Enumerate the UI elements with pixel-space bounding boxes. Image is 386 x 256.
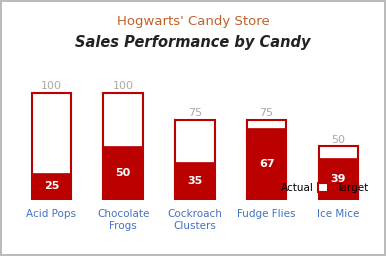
Bar: [175, 120, 215, 200]
Bar: [247, 120, 286, 200]
Text: Hogwarts' Candy Store: Hogwarts' Candy Store: [117, 15, 269, 28]
Text: Sales Performance by Candy: Sales Performance by Candy: [75, 35, 311, 50]
Text: 39: 39: [331, 174, 346, 184]
Bar: [175, 162, 215, 200]
Text: 75: 75: [188, 108, 202, 118]
Bar: [32, 173, 71, 200]
Text: 100: 100: [41, 81, 62, 91]
Bar: [32, 93, 71, 200]
Bar: [103, 146, 143, 200]
Text: 50: 50: [331, 135, 345, 145]
Text: 100: 100: [113, 81, 134, 91]
Legend: Actual, Target: Actual, Target: [258, 179, 373, 197]
Bar: [103, 93, 143, 200]
Text: 75: 75: [260, 108, 274, 118]
Text: 67: 67: [259, 159, 274, 169]
Text: 35: 35: [187, 176, 203, 186]
Bar: [319, 158, 358, 200]
Bar: [319, 146, 358, 200]
Bar: [247, 128, 286, 200]
Text: 50: 50: [115, 168, 131, 178]
Text: 25: 25: [44, 181, 59, 191]
